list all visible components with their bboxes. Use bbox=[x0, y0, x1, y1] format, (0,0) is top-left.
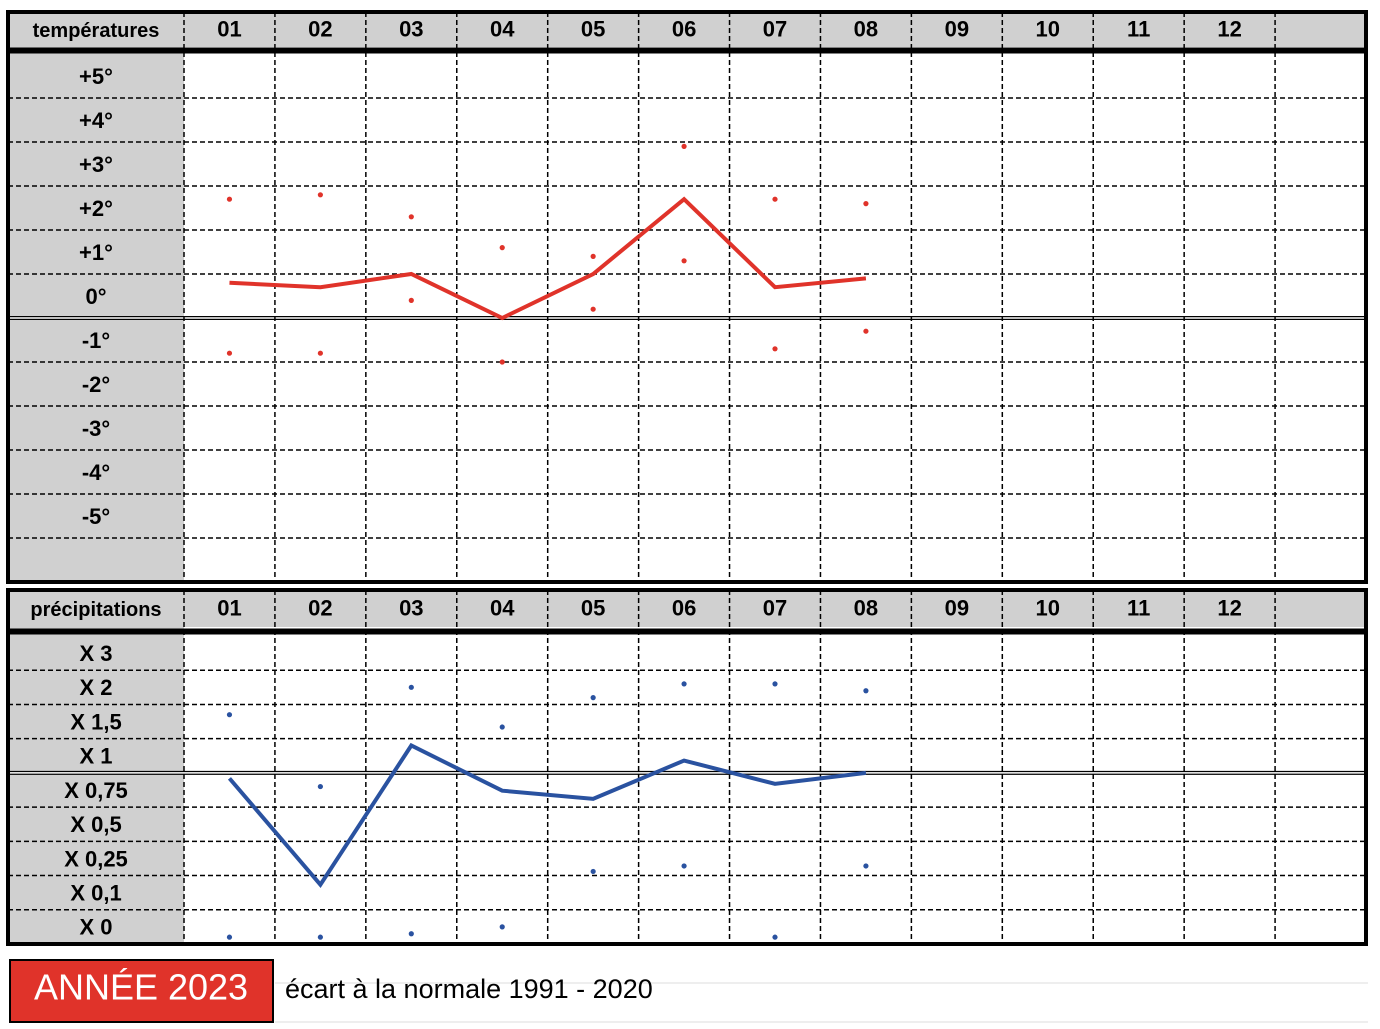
x-tick-label: 09 bbox=[945, 16, 969, 41]
header-row bbox=[184, 12, 1366, 47]
x-tick-label: 02 bbox=[308, 16, 332, 41]
badge-box bbox=[9, 959, 274, 1023]
x-tick-label: 03 bbox=[399, 595, 423, 620]
x-tick-label: 10 bbox=[1036, 16, 1060, 41]
chart-title: précipitations bbox=[30, 599, 161, 621]
y-tick-label: X 3 bbox=[79, 641, 112, 666]
x-tick-label: 06 bbox=[672, 16, 696, 41]
x-tick-label: 06 bbox=[672, 595, 696, 620]
x-tick-label: 12 bbox=[1217, 595, 1241, 620]
x-tick-label: 08 bbox=[854, 16, 878, 41]
series-dot bbox=[499, 924, 505, 930]
series-dot bbox=[408, 931, 414, 937]
y-tick-label: X 1 bbox=[79, 744, 112, 769]
series-dot bbox=[226, 196, 233, 202]
y-tick-label: X 0,5 bbox=[70, 812, 121, 837]
series-dot bbox=[499, 724, 505, 730]
series-dot bbox=[681, 681, 687, 687]
y-tick-label: X 1,5 bbox=[70, 709, 121, 734]
series-dot bbox=[317, 783, 323, 790]
y-tick-label: X 0,1 bbox=[70, 880, 121, 905]
series-dot bbox=[681, 143, 687, 149]
y-tick-label: -5° bbox=[82, 504, 110, 529]
x-tick-label: 04 bbox=[490, 595, 515, 620]
series-dot bbox=[317, 192, 323, 198]
series-dot bbox=[681, 258, 687, 264]
series-dot bbox=[863, 328, 869, 334]
chart-title: températures bbox=[33, 20, 160, 42]
header-row bbox=[184, 590, 1366, 627]
frame bbox=[6, 588, 1368, 946]
x-tick-label: 07 bbox=[763, 16, 787, 41]
caption: écart à la normale 1991 - 2020 bbox=[285, 974, 653, 1004]
badge: ANNÉE 2023 bbox=[34, 967, 248, 1008]
series-dot bbox=[772, 934, 778, 940]
series-dot bbox=[681, 863, 687, 869]
series-dot bbox=[408, 297, 414, 303]
series-dot bbox=[590, 253, 596, 259]
y-tick-label: -2° bbox=[82, 372, 110, 397]
footer-grid bbox=[275, 982, 1368, 1023]
series-dot bbox=[590, 695, 596, 701]
series-dot bbox=[863, 201, 869, 207]
y-tick-label: +2° bbox=[79, 196, 113, 221]
y-tick-label: X 2 bbox=[79, 675, 112, 700]
x-tick-label: 01 bbox=[217, 16, 241, 41]
x-tick-label: 02 bbox=[308, 595, 332, 620]
x-tick-label: 10 bbox=[1036, 595, 1060, 620]
series-dot bbox=[863, 688, 869, 694]
series-dot bbox=[590, 306, 596, 312]
y-tick-label: +4° bbox=[79, 108, 113, 133]
series-dot bbox=[226, 934, 233, 940]
x-tick-label: 05 bbox=[581, 16, 605, 41]
y-tick-label: +5° bbox=[79, 64, 113, 89]
y-tick-label: -1° bbox=[82, 328, 110, 353]
series-dot bbox=[408, 684, 414, 690]
y-tick-label: +3° bbox=[79, 152, 113, 177]
x-tick-label: 03 bbox=[399, 16, 423, 41]
series-dot bbox=[772, 681, 778, 687]
x-tick-label: 05 bbox=[581, 595, 605, 620]
series-line bbox=[229, 196, 867, 321]
x-tick-label: 08 bbox=[854, 595, 878, 620]
series-dot bbox=[590, 868, 596, 875]
x-tick-label: 07 bbox=[763, 595, 787, 620]
x-tick-label: 11 bbox=[1127, 16, 1150, 41]
y-tick-label: -4° bbox=[82, 460, 110, 485]
label-column bbox=[8, 590, 184, 944]
series-dot bbox=[317, 350, 323, 356]
x-tick-label: 09 bbox=[945, 595, 969, 620]
x-tick-label: 11 bbox=[1127, 595, 1150, 620]
series-dot bbox=[408, 214, 414, 220]
label-column bbox=[8, 12, 184, 582]
series-dot bbox=[317, 934, 323, 940]
y-tick-label: +1° bbox=[79, 240, 113, 265]
frame bbox=[6, 10, 1368, 584]
series-dot bbox=[772, 196, 778, 202]
y-tick-label: -3° bbox=[82, 416, 110, 441]
x-tick-label: 12 bbox=[1217, 16, 1241, 41]
series-dot bbox=[772, 346, 778, 352]
series-dot bbox=[499, 359, 505, 365]
series-dot bbox=[226, 712, 233, 718]
y-tick-label: X 0,25 bbox=[64, 846, 128, 871]
series-dot bbox=[499, 245, 505, 251]
x-tick-label: 01 bbox=[217, 595, 241, 620]
x-tick-label: 04 bbox=[490, 16, 515, 41]
series-line bbox=[227, 742, 867, 889]
y-tick-label: X 0 bbox=[79, 915, 112, 940]
series-dot bbox=[226, 350, 233, 356]
y-tick-label: X 0,75 bbox=[64, 778, 128, 803]
y-tick-label: 0° bbox=[85, 284, 106, 309]
series-dot bbox=[863, 863, 869, 869]
